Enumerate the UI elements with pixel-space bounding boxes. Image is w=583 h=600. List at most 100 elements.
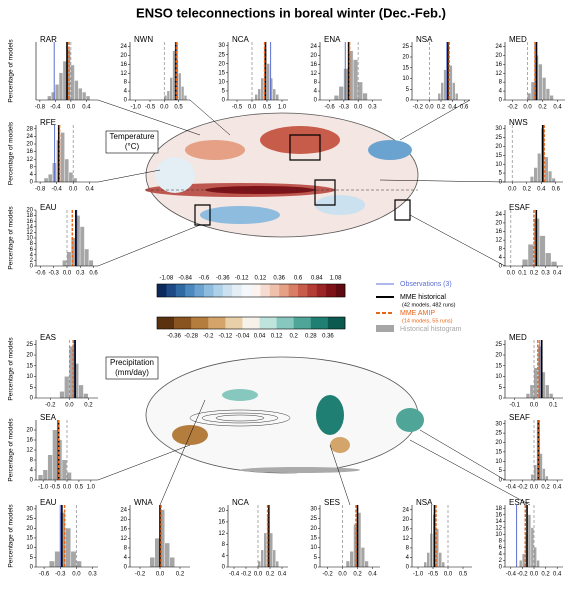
histogram-bar xyxy=(273,89,276,100)
x-tick-label: 0.0 xyxy=(72,572,81,578)
y-tick-label: 30 xyxy=(495,421,502,427)
y-tick-label: 0 xyxy=(314,98,318,104)
histogram-bar xyxy=(74,80,79,100)
y-tick-label: 0 xyxy=(30,180,34,186)
y-tick-label: 15 xyxy=(495,153,502,159)
histogram-bar xyxy=(424,562,427,567)
x-tick-label: -0.5 xyxy=(145,105,156,111)
y-axis-label: Percentage of models xyxy=(8,206,15,270)
histogram-bar xyxy=(170,77,173,100)
y-tick-label: 0 xyxy=(124,565,128,571)
x-tick-label: 0.2 xyxy=(266,572,275,578)
y-tick-label: 25 xyxy=(495,135,502,141)
y-tick-label: 20 xyxy=(26,142,33,148)
y-tick-label: 6 xyxy=(499,545,503,551)
panel-title: MED xyxy=(509,35,527,44)
y-tick-label: 4 xyxy=(124,89,128,95)
x-tick-label: 0.6 xyxy=(552,187,561,193)
colorbar-cell xyxy=(316,284,327,297)
histogram-panel: -0.8 -0.4 0.0 0.4 RAR Percentage of models xyxy=(8,35,98,111)
colorbar-cell xyxy=(251,284,261,297)
histogram-bar xyxy=(542,468,546,480)
x-tick-label: -0.5 xyxy=(428,572,439,578)
histogram-bar xyxy=(455,93,458,100)
histogram-bar xyxy=(548,171,552,182)
y-tick-label: 24 xyxy=(120,507,127,513)
x-tick-label: 0.6 xyxy=(460,105,469,111)
y-tick-label: 24 xyxy=(495,44,502,50)
histogram-bar xyxy=(522,259,528,266)
histogram-bar xyxy=(44,178,48,182)
histogram-bar xyxy=(261,78,264,100)
histogram-bar xyxy=(546,88,550,100)
histogram-bar xyxy=(339,86,344,100)
histogram-bar xyxy=(527,93,531,100)
y-tick-label: 8 xyxy=(314,80,318,86)
y-tick-label: 4 xyxy=(499,89,503,95)
x-tick-label: -0.2 xyxy=(45,403,56,409)
y-tick-label: 8 xyxy=(124,546,128,552)
colorbar-label: -1.08 xyxy=(160,276,174,282)
legend-swatch xyxy=(376,325,394,332)
x-tick-label: -0.2 xyxy=(241,572,252,578)
histogram-bar xyxy=(52,430,57,480)
histogram-panel: -0.2 0.0 0.2 0 5 10 15 20 25 EAS Percentage of mod… xyxy=(8,333,98,409)
y-tick-label: 16 xyxy=(26,438,33,444)
y-tick-label: 12 xyxy=(495,238,502,244)
histogram-bar xyxy=(365,561,369,567)
y-tick-label: 4 xyxy=(30,252,34,258)
y-tick-label: 25 xyxy=(26,342,33,348)
panel-title: RFE xyxy=(40,118,56,127)
colorbar-cell xyxy=(327,317,346,329)
x-tick-label: -0.6 xyxy=(39,572,50,578)
histogram-panel: -0.8 -0.4 0.0 0.40481216202428RFEPercentage… xyxy=(8,118,98,193)
y-tick-label: 12 xyxy=(26,230,33,236)
x-tick-label: 0.0 xyxy=(354,105,363,111)
colorbar-cell xyxy=(293,317,312,329)
histogram-bar xyxy=(255,94,258,100)
x-tick-label: 0.0 xyxy=(530,485,539,491)
histogram-bar xyxy=(273,550,276,567)
histogram-bar xyxy=(69,346,74,398)
histogram-bar xyxy=(519,560,522,567)
y-axis-label: Percentage of models xyxy=(8,337,15,401)
histogram-bar xyxy=(442,562,445,567)
y-tick-label: 0 xyxy=(124,98,128,104)
y-tick-label: 20 xyxy=(495,53,502,59)
colorbar-label: -0.04 xyxy=(236,334,250,340)
colorbar-label: -0.2 xyxy=(203,334,214,340)
histogram-bar xyxy=(74,363,79,398)
histogram-bar xyxy=(439,552,442,567)
histogram-bar xyxy=(258,561,261,567)
colorbar-cell xyxy=(185,284,195,297)
y-tick-label: 10 xyxy=(310,545,317,551)
colorbar-label: 1.08 xyxy=(330,276,342,282)
histogram-bar xyxy=(538,64,542,100)
y-tick-label: 8 xyxy=(499,246,503,252)
histogram-bar xyxy=(530,385,534,398)
y-tick-label: 0 xyxy=(499,98,503,104)
x-tick-label: 0.0 xyxy=(65,403,74,409)
x-tick-label: -0.4 xyxy=(229,572,240,578)
histogram-bar xyxy=(160,509,165,567)
histogram-bar xyxy=(67,252,71,266)
histogram-bar xyxy=(73,178,77,182)
connectors xyxy=(97,99,531,506)
y-axis-label: Percentage of models xyxy=(8,504,15,568)
histogram-bar xyxy=(261,550,264,567)
colorbar-cell xyxy=(175,284,186,297)
panel-title: RAR xyxy=(40,35,57,44)
x-tick-label: 1.0 xyxy=(87,485,96,491)
y-tick-label: 18 xyxy=(495,506,502,512)
histogram-panel: -0.5 0.0 0.5 1.0 0 5 10 15 20 25 30 NCA xyxy=(218,35,288,111)
histogram-bar xyxy=(267,63,270,100)
histogram-bar xyxy=(536,560,540,567)
histogram-bar xyxy=(71,551,76,567)
x-tick-label: 0.0 xyxy=(523,105,532,111)
y-tick-label: 8 xyxy=(30,164,34,170)
histogram-bar xyxy=(63,61,67,100)
legend-note: (42 models, 482 runs) xyxy=(402,302,456,308)
x-tick-label: 0.0 xyxy=(156,572,165,578)
